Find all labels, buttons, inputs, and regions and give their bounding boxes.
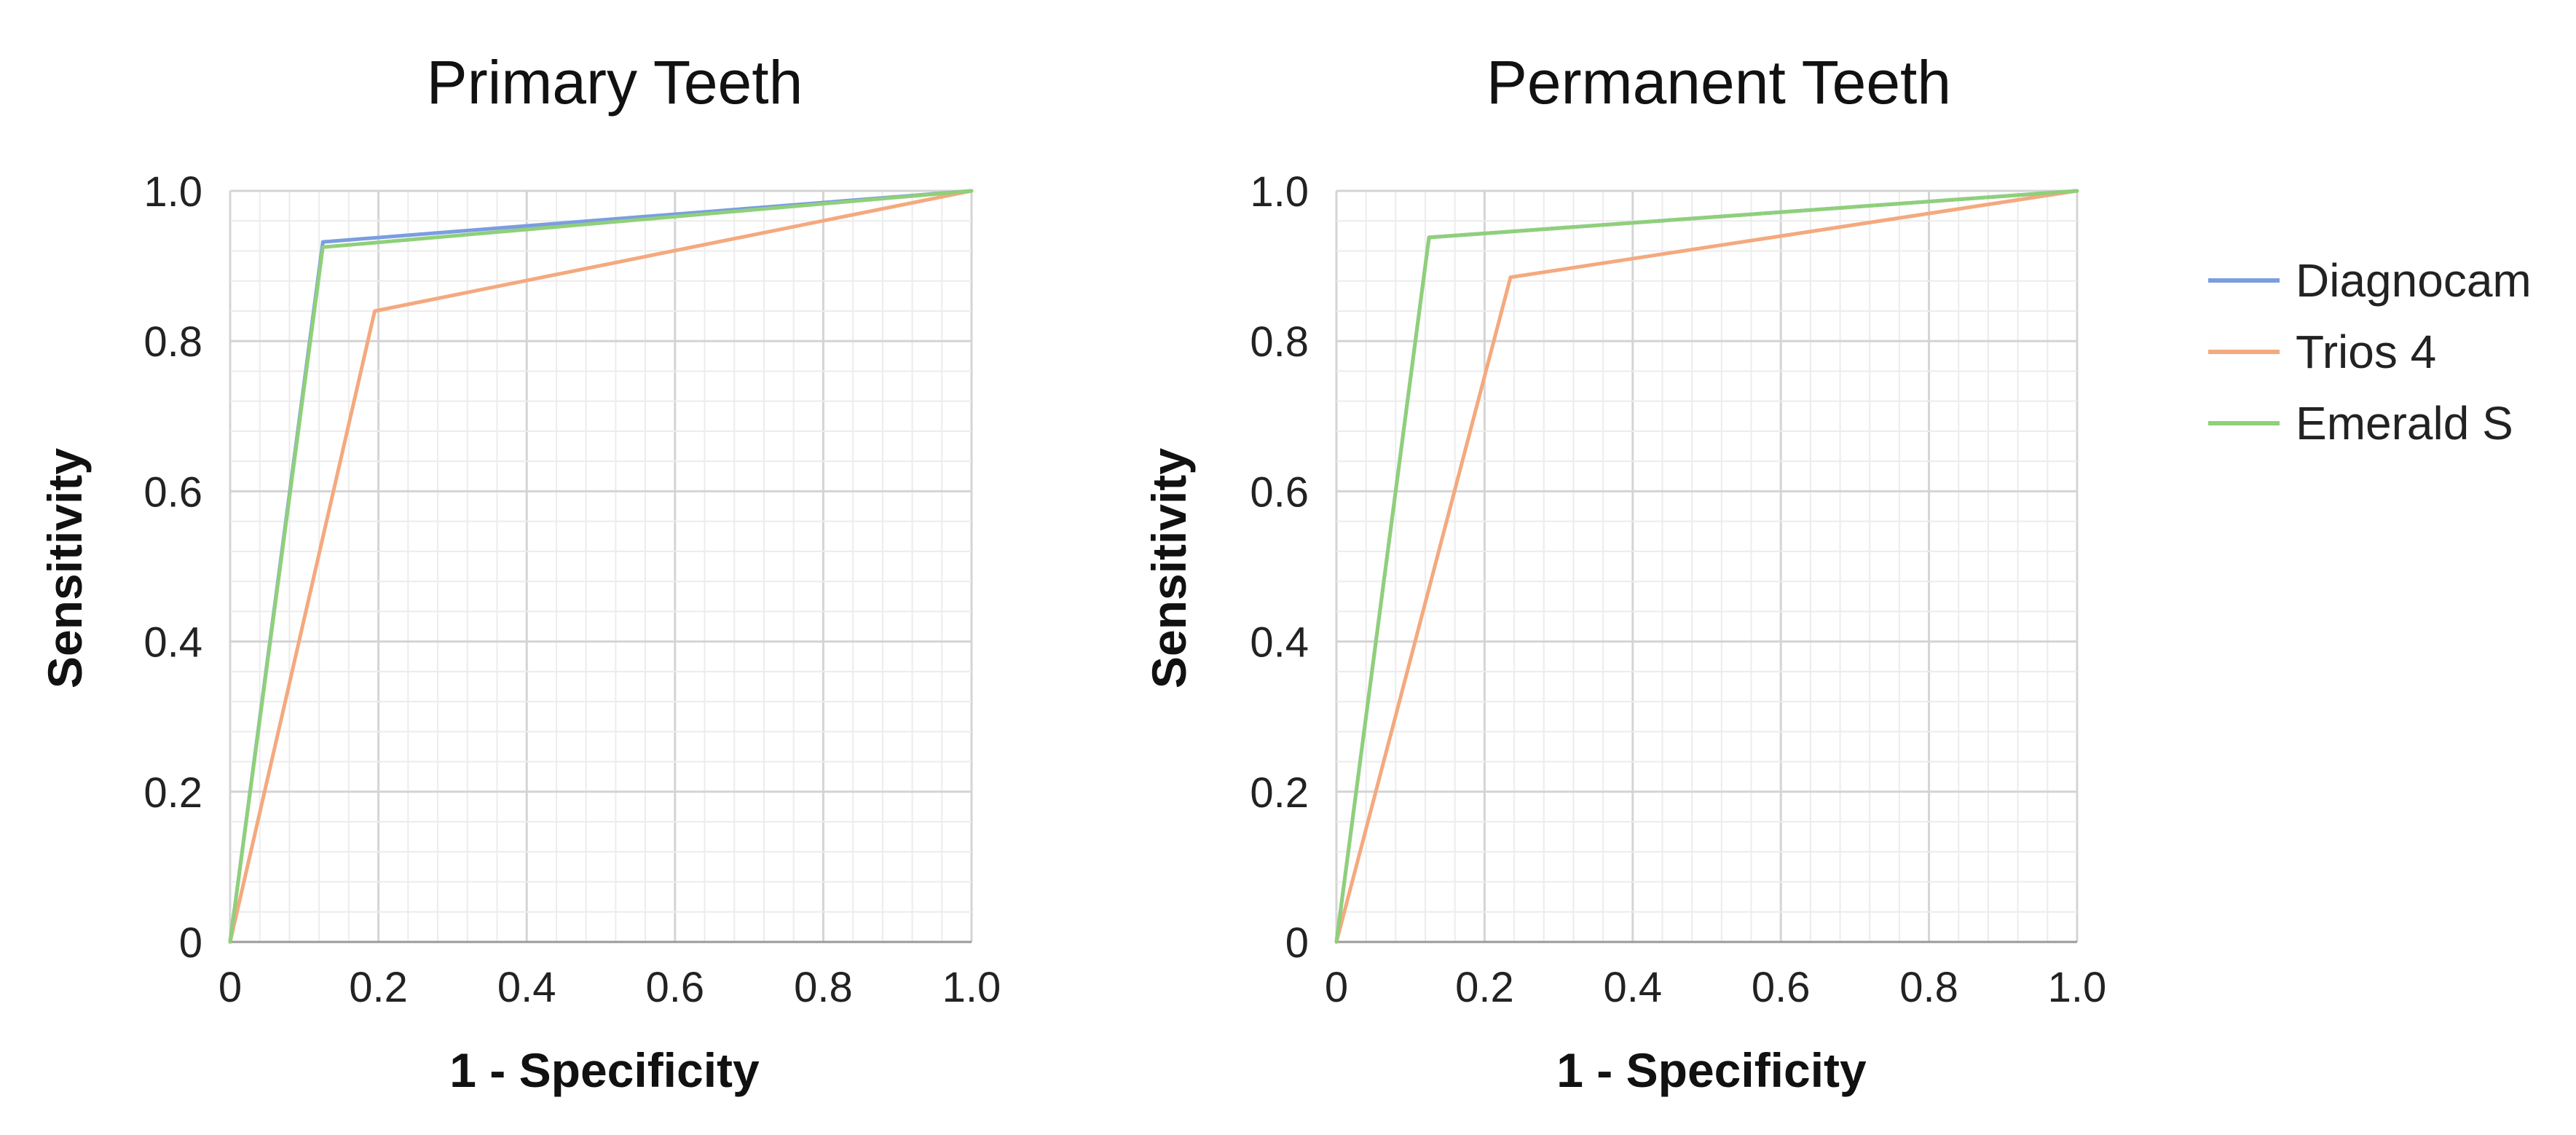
x-tick-labels: 0 0.2 0.4 0.6 0.8 1.0	[218, 964, 1001, 1011]
y-tick-label: 0.6	[1250, 468, 1309, 516]
y-tick-label: 0.2	[143, 769, 202, 817]
y-axis-label: Sensitivity	[38, 448, 92, 688]
legend-item-trios-4: Trios 4	[2208, 326, 2436, 378]
series-line-trios-4	[1334, 189, 2079, 944]
y-tick-label: 1.0	[143, 168, 202, 216]
y-tick-label: 0.8	[1250, 318, 1309, 366]
x-tick-label: 0.6	[1752, 964, 1811, 1011]
chart-title: Primary Teeth	[427, 48, 803, 117]
x-tick-label: 0	[1325, 964, 1348, 1011]
series-group	[1334, 189, 2079, 944]
x-tick-label: 0	[218, 964, 242, 1011]
x-tick-label: 0.8	[1899, 964, 1958, 1011]
x-axis-label: 1 - Specificity	[1556, 1043, 1867, 1097]
x-axis-label: 1 - Specificity	[449, 1043, 760, 1097]
series-group	[228, 189, 974, 944]
y-tick-label: 0.4	[143, 619, 202, 667]
chart-permanent-teeth: Permanent Teeth 0 0.2 0.4 0.6 0.8 1.0 0 0.2 0.4…	[1142, 48, 2106, 1097]
chart-title: Permanent Teeth	[1486, 48, 1951, 117]
x-tick-label: 1.0	[942, 964, 1001, 1011]
x-tick-labels: 0 0.2 0.4 0.6 0.8 1.0	[1325, 964, 2106, 1011]
y-tick-label: 1.0	[1250, 168, 1309, 216]
grid	[1335, 189, 2079, 943]
legend: Diagnocam Trios 4 Emerald S	[2208, 254, 2532, 449]
series-line-emerald-s	[228, 189, 974, 944]
x-tick-label: 0.6	[645, 964, 704, 1011]
x-tick-label: 0.2	[1455, 964, 1514, 1011]
legend-label: Diagnocam	[2296, 254, 2532, 307]
y-axis-label: Sensitivity	[1142, 448, 1196, 688]
y-tick-label: 0.8	[143, 318, 202, 366]
legend-item-emerald-s: Emerald S	[2208, 397, 2513, 449]
chart-primary-teeth: Primary Teeth 0 0.2 0.4 0.6 0.8 1.0 0 0.2 0.4 0.…	[38, 48, 1001, 1097]
grid	[229, 189, 973, 943]
y-tick-label: 0.2	[1250, 769, 1309, 817]
y-tick-labels: 0 0.2 0.4 0.6 0.8 1.0	[1250, 168, 1309, 967]
x-tick-label: 0.4	[1603, 964, 1662, 1011]
x-tick-label: 0.2	[349, 964, 408, 1011]
series-line-diagnocam	[228, 189, 974, 944]
x-tick-label: 0.8	[794, 964, 853, 1011]
y-tick-label: 0.4	[1250, 619, 1309, 667]
x-tick-label: 1.0	[2048, 964, 2107, 1011]
series-line-emerald-s	[1334, 189, 2079, 944]
legend-label: Trios 4	[2296, 326, 2436, 378]
legend-label: Emerald S	[2296, 397, 2513, 449]
x-tick-label: 0.4	[497, 964, 556, 1011]
y-tick-label: 0.6	[143, 468, 202, 516]
legend-item-diagnocam: Diagnocam	[2208, 254, 2532, 307]
y-tick-label: 0	[179, 919, 202, 967]
series-line-trios-4	[228, 189, 974, 944]
series-line-diagnocam	[1334, 189, 2079, 944]
y-tick-labels: 0 0.2 0.4 0.6 0.8 1.0	[143, 168, 202, 967]
y-tick-label: 0	[1285, 919, 1309, 967]
